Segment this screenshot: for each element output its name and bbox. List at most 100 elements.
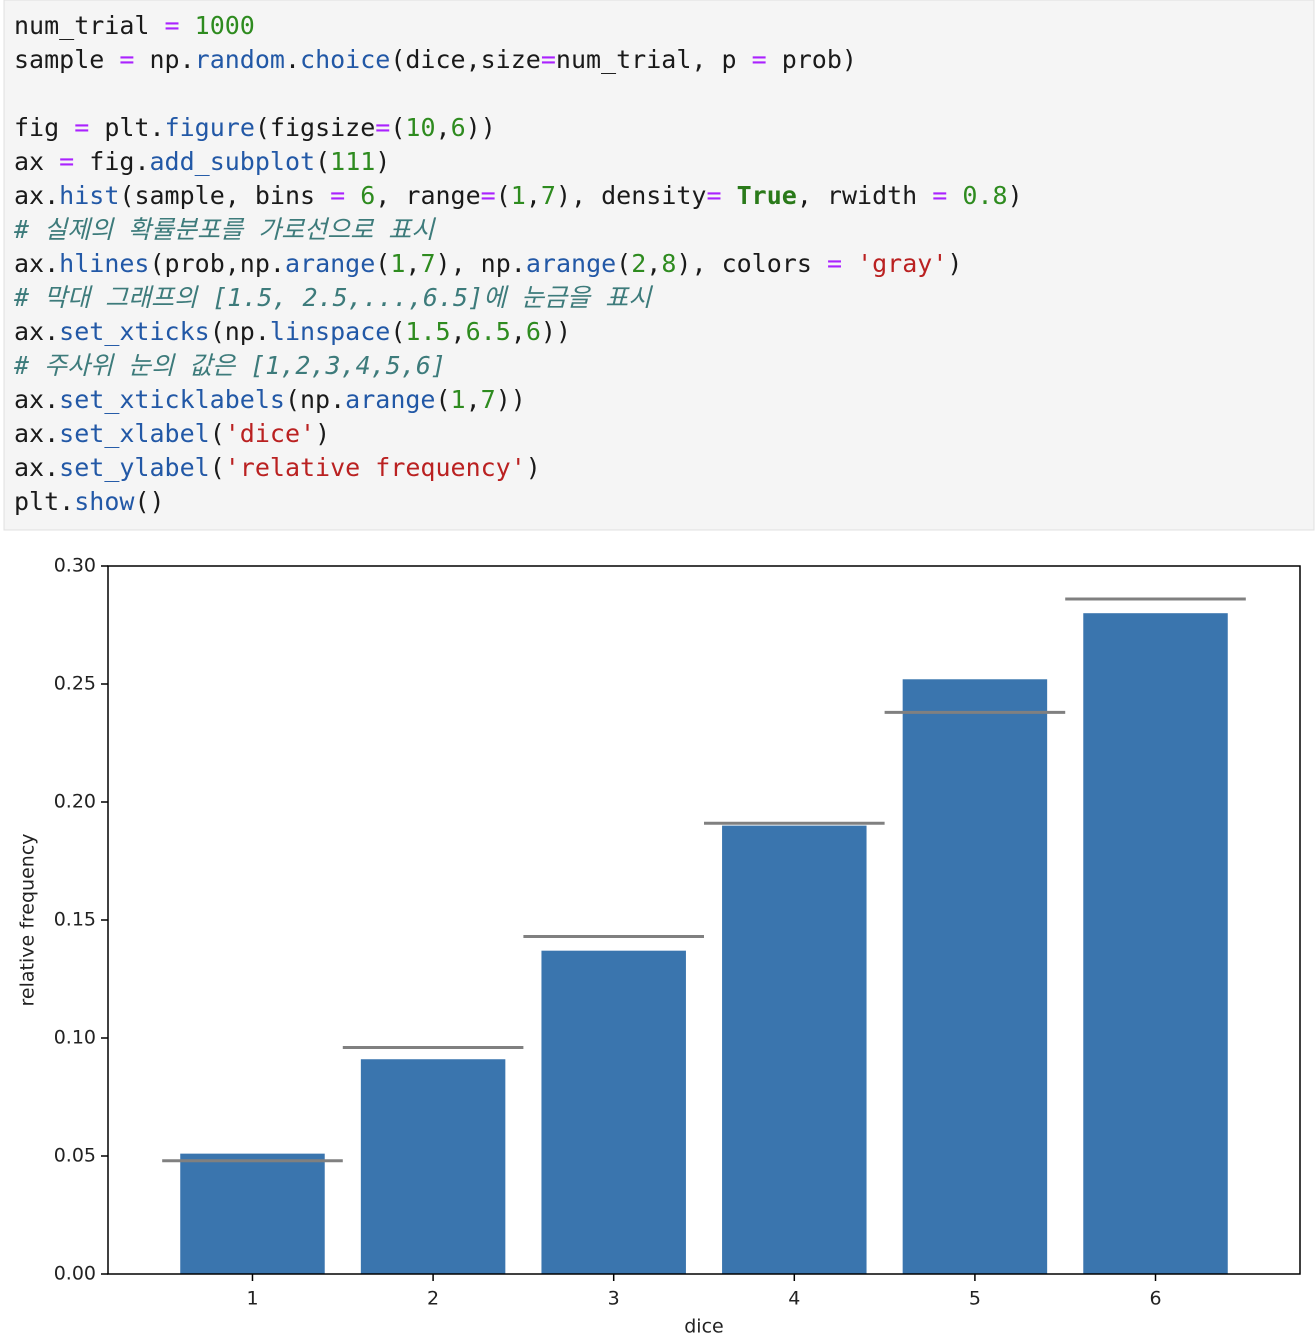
y-tick-label: 0.00 bbox=[54, 1263, 96, 1285]
code-token: ax bbox=[14, 249, 44, 278]
code-token: 1 bbox=[511, 181, 526, 210]
code-line: fig = plt.figure(figsize=(10,6)) bbox=[14, 113, 496, 142]
bar bbox=[180, 1153, 325, 1274]
y-axis-label: relative frequency bbox=[17, 833, 39, 1006]
code-token: = bbox=[481, 181, 496, 210]
code-token: 1000 bbox=[195, 11, 255, 40]
code-token: np bbox=[134, 45, 179, 74]
code-token: figure bbox=[165, 113, 255, 142]
code-token: , bbox=[451, 317, 466, 346]
code-token: 6 bbox=[451, 113, 466, 142]
code-token: ax bbox=[14, 317, 44, 346]
code-token: . bbox=[511, 249, 526, 278]
code-token: ax bbox=[14, 147, 59, 176]
code-token: fig bbox=[74, 147, 134, 176]
code-token: 6.5 bbox=[466, 317, 511, 346]
x-tick-label: 4 bbox=[788, 1288, 800, 1310]
code-token: ax bbox=[14, 385, 44, 414]
code-token: num_trial, p bbox=[556, 45, 752, 74]
code-line: sample = np.random.choice(dice,size=num_… bbox=[14, 45, 857, 74]
code-token: . bbox=[330, 385, 345, 414]
code-cell bbox=[3, 0, 1315, 531]
code-token: , bbox=[646, 249, 661, 278]
code-token bbox=[842, 249, 857, 278]
code-token: 'gray' bbox=[857, 249, 947, 278]
code-token: hlines bbox=[59, 249, 149, 278]
code-token: ( bbox=[616, 249, 631, 278]
code-token: 'relative frequency' bbox=[225, 453, 526, 482]
code-token: , range bbox=[375, 181, 480, 210]
code-token: )) bbox=[541, 317, 571, 346]
code-token: 1 bbox=[390, 249, 405, 278]
code-line: # 막대 그래프의 [1.5, 2.5,...,6.5]에 눈금을 표시 bbox=[13, 283, 653, 312]
code-token: . bbox=[44, 249, 59, 278]
bar bbox=[902, 679, 1048, 1274]
code-token: = bbox=[375, 113, 390, 142]
code-token: set_xlabel bbox=[59, 419, 210, 448]
code-line: ax.set_xlabel('dice') bbox=[14, 419, 330, 448]
y-tick-label: 0.30 bbox=[54, 555, 96, 577]
code-token: () bbox=[134, 487, 164, 516]
bar bbox=[541, 950, 686, 1274]
code-token bbox=[722, 181, 737, 210]
code-token: show bbox=[74, 487, 135, 516]
code-token: (figsize bbox=[255, 113, 375, 142]
code-token: arange bbox=[526, 249, 616, 278]
code-token: = bbox=[932, 181, 947, 210]
x-axis-label: dice bbox=[684, 1316, 723, 1338]
code-token: arange bbox=[285, 249, 375, 278]
code-token: 'dice' bbox=[225, 419, 315, 448]
bar bbox=[360, 1059, 506, 1274]
code-token: ax bbox=[14, 419, 44, 448]
code-line: # 주사위 눈의 값은 [1,2,3,4,5,6] bbox=[13, 351, 446, 380]
bar bbox=[1083, 613, 1228, 1274]
code-token: ) bbox=[526, 453, 541, 482]
code-token: ( bbox=[496, 181, 511, 210]
code-token: (dice,size bbox=[390, 45, 541, 74]
code-token: )) bbox=[496, 385, 526, 414]
code-token: set_ylabel bbox=[59, 453, 210, 482]
code-line: num_trial = 1000 bbox=[14, 11, 255, 40]
code-token: (prob,np bbox=[149, 249, 269, 278]
code-token: 111 bbox=[330, 147, 375, 176]
code-token: = bbox=[827, 249, 842, 278]
code-token: , bbox=[511, 317, 526, 346]
code-token: = bbox=[752, 45, 767, 74]
code-token bbox=[947, 181, 962, 210]
code-token: = bbox=[330, 181, 345, 210]
code-token: (sample, bins bbox=[119, 181, 330, 210]
y-tick-label: 0.25 bbox=[54, 673, 96, 695]
code-token: # 막대 그래프의 [1.5, 2.5,...,6.5]에 눈금을 표시 bbox=[13, 283, 653, 312]
code-token: ) bbox=[375, 147, 390, 176]
x-tick-label: 2 bbox=[427, 1288, 439, 1310]
code-token: . bbox=[44, 317, 59, 346]
code-token: ( bbox=[315, 147, 330, 176]
code-token: = bbox=[165, 11, 180, 40]
code-token: (np bbox=[285, 385, 330, 414]
code-token: 6 bbox=[360, 181, 375, 210]
code-line: ax.set_ylabel('relative frequency') bbox=[14, 453, 541, 482]
code-token: sample bbox=[14, 45, 119, 74]
code-token: . bbox=[180, 45, 195, 74]
code-token: ( bbox=[210, 419, 225, 448]
code-token: , bbox=[466, 385, 481, 414]
code-token: set_xticks bbox=[59, 317, 210, 346]
code-line: ax.hlines(prob,np.arange(1,7), np.arange… bbox=[14, 249, 962, 278]
code-token: 1.5 bbox=[405, 317, 450, 346]
code-token: plt bbox=[14, 487, 59, 516]
code-token: = bbox=[119, 45, 134, 74]
x-tick-label: 5 bbox=[969, 1288, 981, 1310]
code-token: ( bbox=[375, 249, 390, 278]
code-token: 2 bbox=[631, 249, 646, 278]
code-token: . bbox=[44, 385, 59, 414]
code-token: ) bbox=[315, 419, 330, 448]
code-token: . bbox=[59, 487, 74, 516]
y-tick-label: 0.10 bbox=[54, 1027, 96, 1049]
code-token: prob) bbox=[767, 45, 857, 74]
code-token: 7 bbox=[541, 181, 556, 210]
code-token: 7 bbox=[481, 385, 496, 414]
y-tick-label: 0.20 bbox=[54, 791, 96, 813]
code-token: , bbox=[526, 181, 541, 210]
code-line: ax.hist(sample, bins = 6, range=(1,7), d… bbox=[14, 181, 1023, 210]
